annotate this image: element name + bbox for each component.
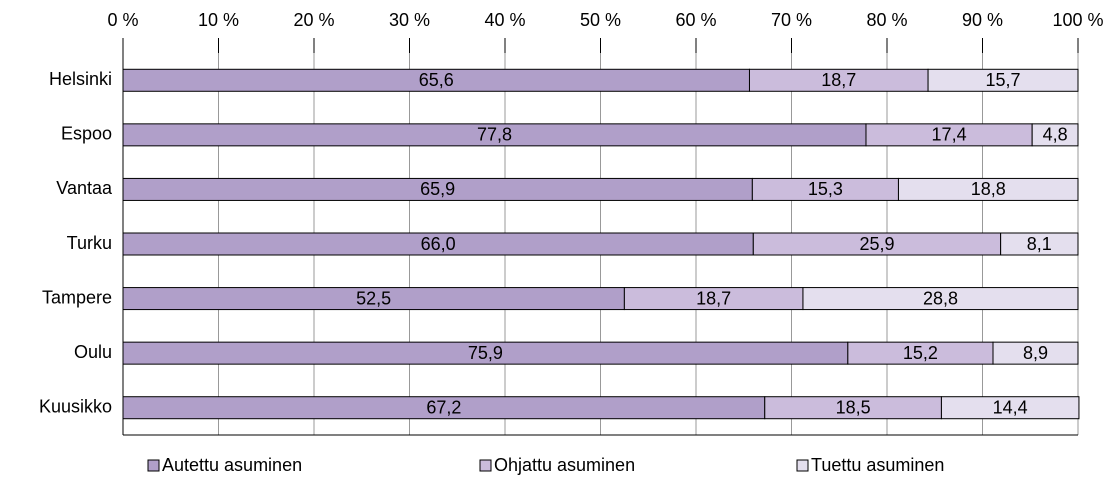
data-label: 75,9 bbox=[468, 343, 503, 363]
x-tick-label: 30 % bbox=[389, 10, 430, 30]
legend-label: Tuettu asuminen bbox=[811, 455, 944, 475]
x-tick-label: 50 % bbox=[580, 10, 621, 30]
data-label: 52,5 bbox=[356, 288, 391, 308]
bar-segment bbox=[940, 396, 1080, 420]
y-tick-label: Oulu bbox=[74, 342, 112, 362]
legend-label: Autettu asuminen bbox=[162, 455, 302, 475]
data-label: 28,8 bbox=[923, 288, 958, 308]
x-tick-label: 100 % bbox=[1052, 10, 1103, 30]
y-tick-label: Tampere bbox=[42, 287, 112, 307]
y-tick-label: Espoo bbox=[61, 124, 112, 144]
bar-segment bbox=[897, 177, 1079, 201]
bar-segment bbox=[1031, 123, 1079, 147]
data-label: 17,4 bbox=[932, 125, 967, 145]
data-label: 8,9 bbox=[1023, 343, 1048, 363]
data-label: 8,1 bbox=[1027, 234, 1052, 254]
bar-segment bbox=[1000, 232, 1079, 256]
data-label: 66,0 bbox=[421, 234, 456, 254]
y-tick-label: Turku bbox=[67, 233, 112, 253]
legend-label: Ohjattu asuminen bbox=[494, 455, 635, 475]
data-label: 18,8 bbox=[971, 179, 1006, 199]
bar-segment bbox=[992, 341, 1079, 365]
data-label: 15,7 bbox=[986, 70, 1021, 90]
data-label: 67,2 bbox=[426, 397, 461, 417]
bar-segment bbox=[802, 287, 1079, 311]
x-tick-label: 40 % bbox=[484, 10, 525, 30]
x-tick-label: 60 % bbox=[675, 10, 716, 30]
data-label: 18,7 bbox=[821, 70, 856, 90]
data-label: 25,9 bbox=[859, 234, 894, 254]
data-label: 77,8 bbox=[477, 125, 512, 145]
x-tick-label: 0 % bbox=[107, 10, 138, 30]
x-tick-label: 70 % bbox=[771, 10, 812, 30]
data-label: 14,4 bbox=[993, 397, 1028, 417]
legend-swatch bbox=[479, 459, 492, 472]
x-tick-label: 80 % bbox=[866, 10, 907, 30]
data-label: 15,2 bbox=[903, 343, 938, 363]
y-tick-label: Helsinki bbox=[49, 69, 112, 89]
legend-swatch bbox=[796, 459, 809, 472]
legend-swatch bbox=[147, 459, 160, 472]
bar-segment bbox=[927, 68, 1079, 92]
x-tick-label: 20 % bbox=[293, 10, 334, 30]
data-label: 18,7 bbox=[696, 288, 731, 308]
x-tick-label: 10 % bbox=[198, 10, 239, 30]
data-label: 15,3 bbox=[808, 179, 843, 199]
y-tick-label: Vantaa bbox=[56, 178, 113, 198]
y-tick-label: Kuusikko bbox=[39, 396, 112, 416]
data-label: 4,8 bbox=[1043, 125, 1068, 145]
x-tick-label: 90 % bbox=[962, 10, 1003, 30]
data-label: 65,6 bbox=[419, 70, 454, 90]
data-label: 65,9 bbox=[420, 179, 455, 199]
data-label: 18,5 bbox=[836, 397, 871, 417]
